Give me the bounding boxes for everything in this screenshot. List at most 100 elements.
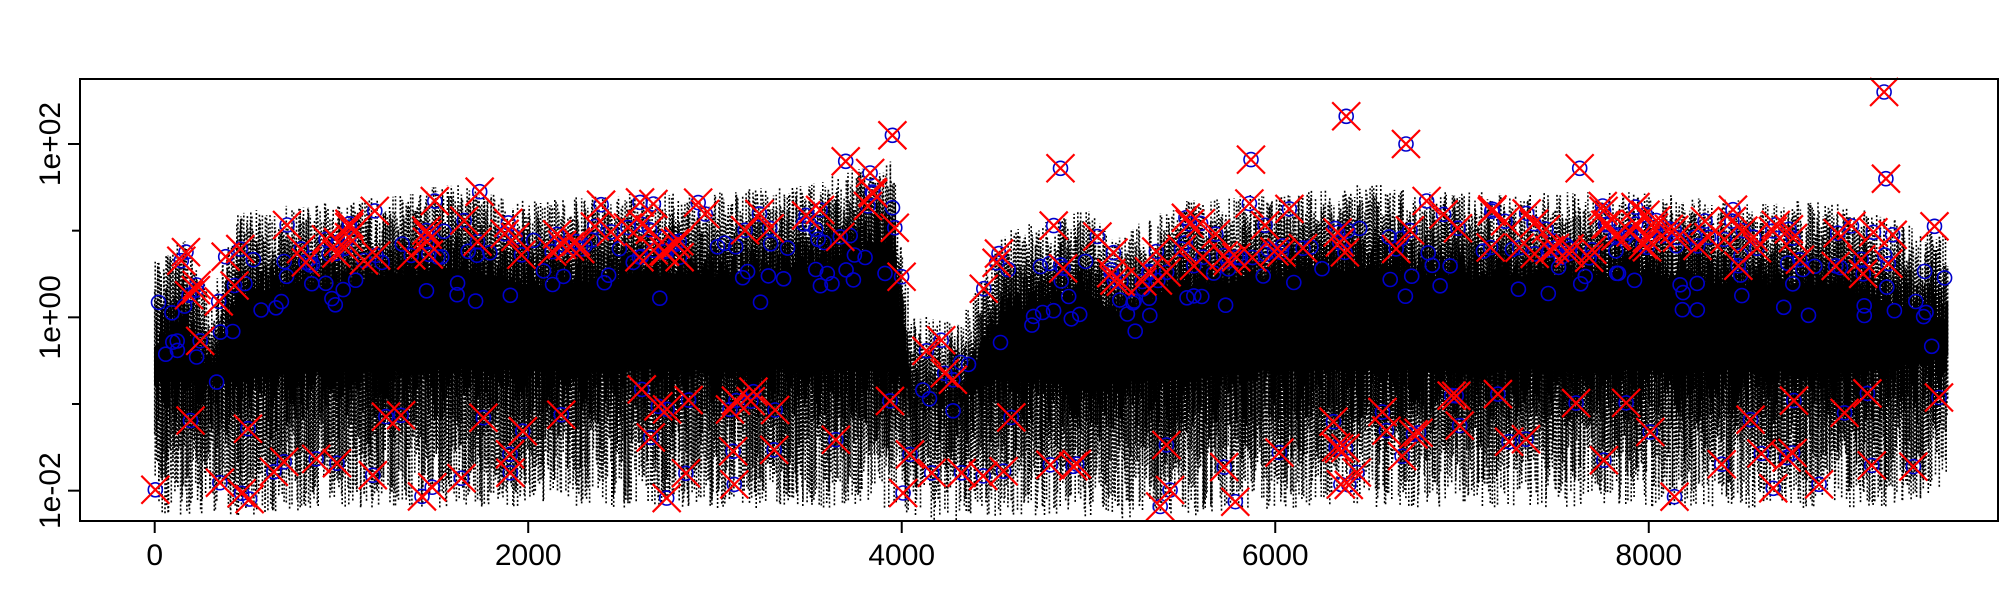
red-cross-point	[464, 176, 495, 207]
blue-circle-point	[1194, 288, 1210, 305]
blue-circle-point	[1077, 253, 1094, 270]
blue-circle-point	[1178, 210, 1194, 226]
x-axis: 0 2000 4000 6000 8000	[146, 520, 1682, 572]
blue-circle-point	[1877, 247, 1893, 263]
red-cross-point	[926, 325, 956, 356]
red-cross-point	[174, 280, 204, 310]
blue-circle-point	[426, 193, 443, 209]
blue-circle-point	[760, 268, 777, 284]
red-cross-point	[1554, 233, 1585, 264]
blue-circle-point	[975, 280, 992, 297]
red-cross-point	[1718, 194, 1748, 225]
blue-circle-point	[293, 241, 309, 257]
blue-circle-point	[1442, 258, 1458, 274]
blue-circle-point	[1071, 306, 1088, 323]
red-cross-point	[1577, 235, 1608, 265]
blue-circle-point	[1325, 413, 1342, 430]
red-cross-point	[875, 386, 905, 416]
blue-circle-point	[433, 249, 450, 265]
red-cross-point	[1264, 437, 1295, 468]
blue-circle-point	[762, 236, 779, 252]
x-tick-label: 2000	[495, 539, 562, 572]
red-cross-point	[1331, 101, 1361, 132]
red-cross-point	[1778, 223, 1808, 253]
blue-circle-point	[1186, 257, 1202, 274]
blue-circle-point	[471, 183, 488, 200]
red-cross-point	[334, 209, 365, 239]
red-cross-point	[643, 391, 674, 422]
y-tick-label: 1e+00	[34, 275, 67, 359]
red-cross-point	[996, 402, 1027, 433]
blue-circle-point	[992, 334, 1009, 351]
red-cross-point	[730, 215, 760, 246]
red-cross-point	[1589, 445, 1619, 475]
blue-circle-point	[1089, 228, 1106, 245]
red-cross-point	[537, 236, 568, 267]
blue-circle-point	[1243, 151, 1259, 168]
blue-circle-point	[960, 356, 977, 373]
blue-circle-point	[1864, 457, 1880, 474]
blue-circle-point	[1215, 247, 1232, 264]
blue-circle-point	[1767, 217, 1784, 233]
blue-circle-point	[317, 275, 334, 292]
red-cross-point	[1611, 388, 1641, 418]
blue-circle-point	[1195, 249, 1211, 266]
blue-circle-point	[1856, 297, 1872, 314]
red-cross-point	[334, 212, 365, 242]
red-cross-point	[449, 205, 479, 236]
red-cross-point	[1381, 234, 1411, 264]
blue-circle-point	[1526, 246, 1543, 262]
blue-circle-point	[475, 409, 492, 426]
red-cross-point	[1540, 233, 1570, 263]
blue-circle-point	[394, 236, 411, 252]
red-cross-point	[226, 478, 257, 509]
blue-circle-point	[1497, 213, 1513, 230]
blue-circle-point	[1443, 387, 1460, 404]
blue-circle-point	[1217, 297, 1234, 314]
red-cross-point	[321, 238, 352, 269]
blue-circle-point	[832, 229, 849, 245]
blue-circle-point	[766, 442, 783, 458]
red-cross-point	[1771, 442, 1802, 473]
red-cross-point	[627, 209, 657, 240]
red-cross-point	[1690, 206, 1720, 236]
red-cross-point	[1531, 214, 1561, 244]
blue-circle-point	[1584, 242, 1601, 258]
red-cross-point	[888, 478, 918, 508]
blue-circle-point	[726, 476, 743, 493]
blue-circle-point	[1381, 229, 1397, 245]
red-cross-point	[1398, 419, 1429, 450]
blue-circle-point	[418, 282, 435, 299]
blue-circle-point	[192, 333, 208, 349]
red-cross-point	[1785, 244, 1815, 275]
blue-circle-point	[364, 467, 381, 484]
red-cross-point	[638, 189, 669, 219]
blue-circle-point	[467, 293, 484, 309]
blue-circle-point	[514, 423, 531, 440]
blue-circle-point	[1328, 439, 1344, 456]
red-cross-point	[1151, 430, 1182, 460]
blue-circle-point	[502, 287, 519, 304]
red-cross-point	[652, 394, 682, 425]
blue-circle-point	[1669, 229, 1685, 246]
red-cross-point	[821, 424, 851, 455]
red-cross-point	[1561, 388, 1591, 418]
x-tick-label: 8000	[1615, 539, 1682, 572]
blue-circle-point	[268, 299, 284, 316]
blue-circle-point	[1424, 257, 1441, 274]
red-cross-point	[1250, 210, 1280, 241]
blue-circle-point	[1735, 222, 1752, 239]
red-cross-point	[624, 242, 655, 272]
blue-circle-point	[328, 245, 345, 262]
blue-circle-point	[341, 219, 358, 235]
blue-circle-point	[1034, 304, 1051, 321]
red-cross-point	[269, 447, 300, 477]
blue-circle-point	[208, 374, 225, 390]
blue-circle-point	[1879, 279, 1895, 295]
blue-circle-point	[893, 268, 910, 285]
blue-circle-point	[414, 488, 430, 505]
blue-circle-point	[1232, 250, 1249, 266]
red-cross-point	[1179, 250, 1209, 281]
blue-circle-point	[1571, 160, 1588, 177]
blue-circle-point	[918, 342, 935, 359]
